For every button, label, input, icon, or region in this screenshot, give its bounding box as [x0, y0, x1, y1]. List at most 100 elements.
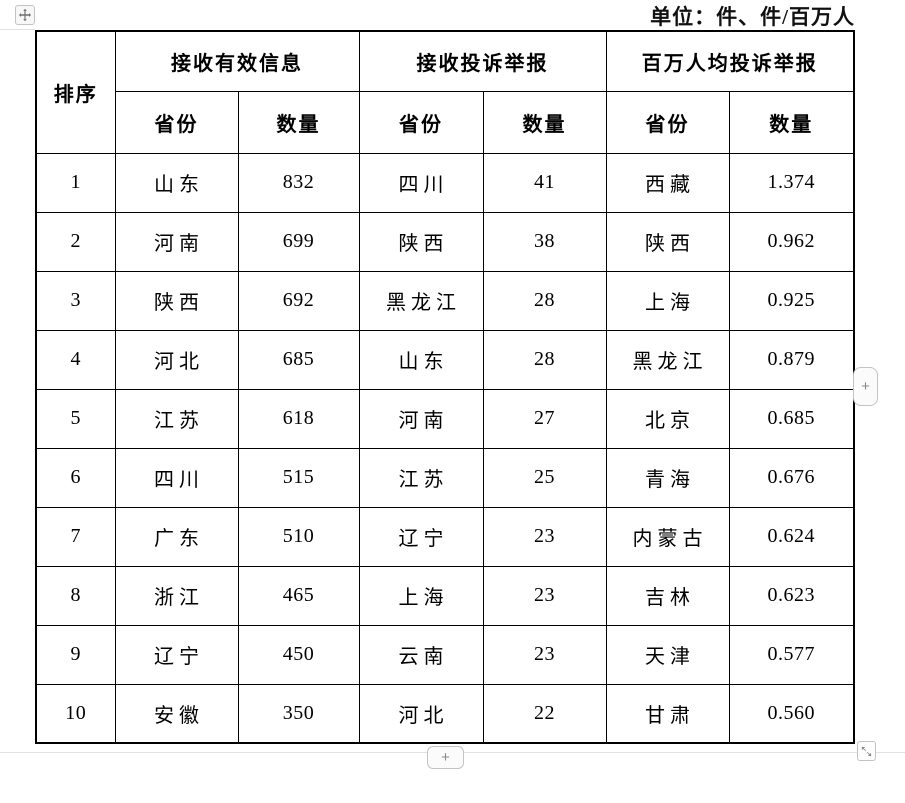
quantity-cell[interactable]: 510 [237, 506, 360, 567]
province-cell[interactable]: 黑龙江 [605, 329, 730, 390]
rank-cell[interactable]: 2 [35, 211, 116, 272]
quantity-cell[interactable]: 692 [237, 270, 360, 331]
quantity-cell[interactable]: 41 [482, 152, 607, 213]
table-row: 6 四川 515 江苏 25 青海 0.676 [35, 447, 855, 508]
quantity-cell[interactable]: 0.925 [728, 270, 855, 331]
province-cell[interactable]: 江苏 [358, 447, 484, 508]
rank-cell[interactable]: 5 [35, 388, 116, 449]
table-row: 5 江苏 618 河南 27 北京 0.685 [35, 388, 855, 449]
header-rank[interactable]: 排序 [35, 30, 116, 154]
province-cell[interactable]: 天津 [605, 624, 730, 685]
subheader-province[interactable]: 省份 [114, 90, 239, 154]
province-cell[interactable]: 陕西 [114, 270, 239, 331]
table-move-handle[interactable] [15, 5, 35, 25]
province-cell[interactable]: 吉林 [605, 565, 730, 626]
add-row-button[interactable]: + [427, 746, 464, 769]
province-cell[interactable]: 安徽 [114, 683, 239, 744]
quantity-cell[interactable]: 28 [482, 329, 607, 390]
table-header-group-row: 排序 接收有效信息 接收投诉举报 百万人均投诉举报 [35, 30, 855, 154]
province-cell[interactable]: 北京 [605, 388, 730, 449]
quantity-cell[interactable]: 350 [237, 683, 360, 744]
quantity-cell[interactable]: 25 [482, 447, 607, 508]
quantity-cell[interactable]: 450 [237, 624, 360, 685]
table-row: 3 陕西 692 黑龙江 28 上海 0.925 [35, 270, 855, 331]
table-row: 7 广东 510 辽宁 23 内蒙古 0.624 [35, 506, 855, 567]
table-header-sub-row: 省份 数量 省份 数量 省份 数量 [36, 90, 855, 154]
header-group-complaints[interactable]: 接收投诉举报 [358, 30, 607, 92]
province-cell[interactable]: 浙江 [114, 565, 239, 626]
province-cell[interactable]: 青海 [605, 447, 730, 508]
ranking-table: 排序 接收有效信息 接收投诉举报 百万人均投诉举报 省份 数量 省份 数量 省份… [35, 30, 855, 744]
rank-cell[interactable]: 3 [35, 270, 116, 331]
province-cell[interactable]: 黑龙江 [358, 270, 484, 331]
province-cell[interactable]: 河南 [114, 211, 239, 272]
quantity-cell[interactable]: 28 [482, 270, 607, 331]
header-group-valid-info[interactable]: 接收有效信息 [114, 30, 360, 92]
province-cell[interactable]: 辽宁 [358, 506, 484, 567]
quantity-cell[interactable]: 0.560 [728, 683, 855, 744]
quantity-cell[interactable]: 0.676 [728, 447, 855, 508]
quantity-cell[interactable]: 0.623 [728, 565, 855, 626]
province-cell[interactable]: 山东 [114, 152, 239, 213]
subheader-province[interactable]: 省份 [605, 90, 730, 154]
province-cell[interactable]: 四川 [358, 152, 484, 213]
subheader-province[interactable]: 省份 [358, 90, 484, 154]
table-resize-handle[interactable] [857, 741, 876, 761]
quantity-cell[interactable]: 38 [482, 211, 607, 272]
quantity-cell[interactable]: 23 [482, 506, 607, 567]
province-cell[interactable]: 上海 [605, 270, 730, 331]
province-cell[interactable]: 上海 [358, 565, 484, 626]
resize-icon [860, 745, 873, 758]
quantity-cell[interactable]: 0.624 [728, 506, 855, 567]
province-cell[interactable]: 河北 [358, 683, 484, 744]
quantity-cell[interactable]: 22 [482, 683, 607, 744]
quantity-cell[interactable]: 0.879 [728, 329, 855, 390]
subheader-quantity[interactable]: 数量 [237, 90, 360, 154]
rank-cell[interactable]: 8 [35, 565, 116, 626]
rank-cell[interactable]: 7 [35, 506, 116, 567]
province-cell[interactable]: 内蒙古 [605, 506, 730, 567]
subheader-quantity[interactable]: 数量 [728, 90, 855, 154]
quantity-cell[interactable]: 0.962 [728, 211, 855, 272]
quantity-cell[interactable]: 23 [482, 624, 607, 685]
quantity-cell[interactable]: 465 [237, 565, 360, 626]
rank-cell[interactable]: 9 [35, 624, 116, 685]
text-boundary-line [0, 29, 35, 30]
quantity-cell[interactable]: 23 [482, 565, 607, 626]
province-cell[interactable]: 辽宁 [114, 624, 239, 685]
quantity-cell[interactable]: 0.685 [728, 388, 855, 449]
quantity-cell[interactable]: 0.577 [728, 624, 855, 685]
rank-cell[interactable]: 10 [35, 683, 116, 744]
rank-cell[interactable]: 1 [35, 152, 116, 213]
add-column-button[interactable]: + [853, 367, 878, 406]
province-cell[interactable]: 河北 [114, 329, 239, 390]
province-cell[interactable]: 陕西 [605, 211, 730, 272]
table-row: 2 河南 699 陕西 38 陕西 0.962 [35, 211, 855, 272]
header-group-per-million[interactable]: 百万人均投诉举报 [605, 30, 855, 92]
quantity-cell[interactable]: 685 [237, 329, 360, 390]
table-row: 1 山东 832 四川 41 西藏 1.374 [35, 152, 855, 213]
quantity-cell[interactable]: 832 [237, 152, 360, 213]
quantity-cell[interactable]: 27 [482, 388, 607, 449]
province-cell[interactable]: 西藏 [605, 152, 730, 213]
plus-icon: + [441, 749, 450, 766]
province-cell[interactable]: 云南 [358, 624, 484, 685]
table-row: 8 浙江 465 上海 23 吉林 0.623 [35, 565, 855, 626]
province-cell[interactable]: 山东 [358, 329, 484, 390]
quantity-cell[interactable]: 618 [237, 388, 360, 449]
province-cell[interactable]: 广东 [114, 506, 239, 567]
province-cell[interactable]: 陕西 [358, 211, 484, 272]
quantity-cell[interactable]: 515 [237, 447, 360, 508]
subheader-quantity[interactable]: 数量 [482, 90, 607, 154]
province-cell[interactable]: 江苏 [114, 388, 239, 449]
unit-label: 单位：件、件/百万人 [650, 5, 855, 29]
province-cell[interactable]: 甘肃 [605, 683, 730, 744]
rank-cell[interactable]: 4 [35, 329, 116, 390]
rank-cell[interactable]: 6 [35, 447, 116, 508]
table-row: 9 辽宁 450 云南 23 天津 0.577 [35, 624, 855, 685]
province-cell[interactable]: 河南 [358, 388, 484, 449]
quantity-cell[interactable]: 1.374 [728, 152, 855, 213]
province-cell[interactable]: 四川 [114, 447, 239, 508]
quantity-cell[interactable]: 699 [237, 211, 360, 272]
